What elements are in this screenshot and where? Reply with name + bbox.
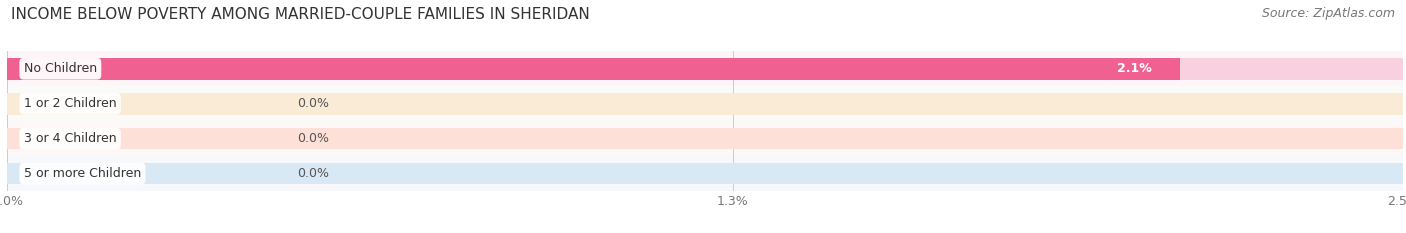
Bar: [7, 93, 1403, 115]
Bar: [7, 156, 1403, 191]
Bar: [7, 121, 1403, 156]
Bar: [7, 128, 1403, 150]
Text: 2.1%: 2.1%: [1118, 62, 1152, 75]
Text: Source: ZipAtlas.com: Source: ZipAtlas.com: [1261, 7, 1395, 20]
Text: 5 or more Children: 5 or more Children: [24, 167, 141, 180]
Text: 0.0%: 0.0%: [298, 167, 329, 180]
Bar: [7, 51, 1403, 86]
Bar: [7, 58, 1180, 80]
Bar: [7, 86, 1403, 121]
Text: 3 or 4 Children: 3 or 4 Children: [24, 132, 117, 145]
Text: 0.0%: 0.0%: [298, 97, 329, 110]
Text: INCOME BELOW POVERTY AMONG MARRIED-COUPLE FAMILIES IN SHERIDAN: INCOME BELOW POVERTY AMONG MARRIED-COUPL…: [11, 7, 591, 22]
Text: 0.0%: 0.0%: [298, 132, 329, 145]
Bar: [7, 58, 1403, 80]
Text: No Children: No Children: [24, 62, 97, 75]
Bar: [7, 163, 1403, 185]
Text: 1 or 2 Children: 1 or 2 Children: [24, 97, 117, 110]
